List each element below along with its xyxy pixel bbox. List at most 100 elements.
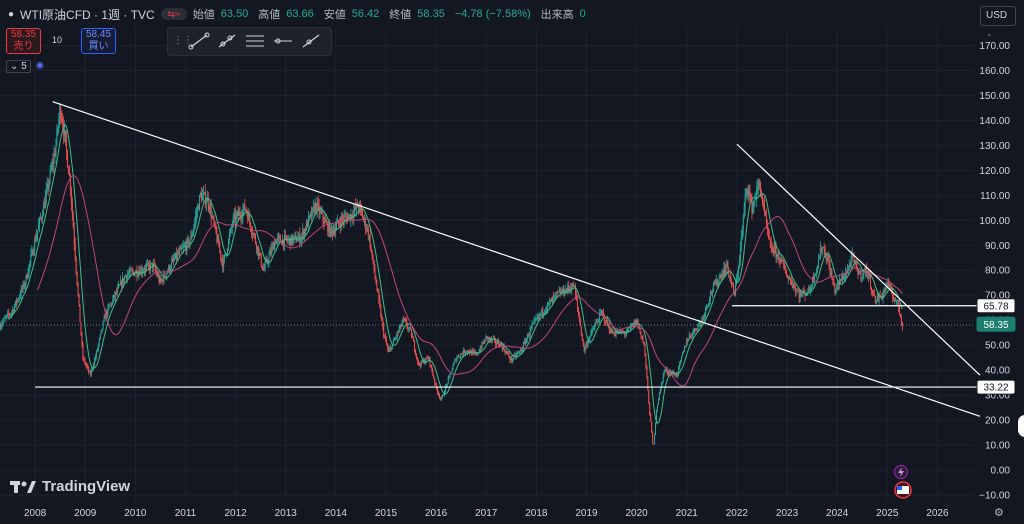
candle-body — [764, 211, 766, 215]
candle-body — [589, 336, 591, 341]
currency-selector[interactable]: USD ⌄ — [980, 6, 1016, 38]
candle-body — [16, 299, 18, 303]
candle-body — [784, 266, 786, 269]
buy-button[interactable]: 58.45 買い — [81, 28, 116, 54]
candle-body — [812, 277, 814, 287]
candle-body — [736, 274, 738, 278]
candle-body — [732, 283, 734, 285]
candle-body — [884, 289, 886, 291]
indicator-settings-icon[interactable]: ✺ — [35, 60, 45, 72]
candle-body — [290, 235, 292, 246]
candle-body — [136, 270, 138, 276]
candle-body — [525, 339, 527, 344]
candle-body — [193, 227, 195, 232]
candle-body — [187, 238, 189, 240]
low-label: 安値 — [323, 9, 346, 21]
candle-body — [823, 247, 825, 250]
event-markers[interactable] — [894, 465, 912, 499]
candle-body — [98, 338, 100, 345]
candle-body — [348, 214, 350, 217]
trend-line-tool-icon[interactable] — [188, 32, 210, 50]
candle-body — [789, 277, 791, 279]
candle-body — [24, 284, 26, 287]
trendlines-layer[interactable] — [35, 101, 981, 417]
candle-body — [314, 203, 316, 214]
candle-body — [709, 292, 711, 300]
candle-body — [681, 356, 683, 361]
sell-button[interactable]: 58.35 売り — [6, 28, 41, 54]
parallel-channel-tool-icon[interactable] — [244, 32, 266, 50]
close-label: 終値 — [389, 9, 412, 21]
candle-body — [474, 352, 476, 354]
candle-body — [221, 258, 223, 261]
symbol-title[interactable]: WTI原油CFD · 1週 · TVC — [20, 7, 155, 22]
candle-body — [213, 217, 215, 224]
candle-body — [704, 313, 706, 318]
price-axis[interactable]: 170.00 160.00 150.00 140.00 130.00 120.00 110.… — [979, 41, 1010, 502]
candle-body — [496, 341, 498, 344]
candle-body — [185, 245, 187, 251]
candle-body — [67, 166, 69, 174]
extended-line-tool-icon[interactable] — [300, 32, 322, 50]
candle-body — [801, 293, 803, 296]
side-panel-handle[interactable] — [1018, 415, 1024, 437]
candle-body — [510, 357, 512, 360]
candle-body — [667, 372, 669, 374]
candle-body — [489, 337, 491, 340]
candle-body — [830, 272, 832, 275]
candle-body — [223, 259, 225, 269]
candle-body — [379, 299, 381, 306]
x-tick-label: 2019 — [575, 508, 598, 519]
candle-body — [646, 367, 648, 377]
candle-body — [374, 269, 376, 277]
candle-body — [189, 241, 191, 246]
collapse-toggle-icon[interactable]: ⇆≈ — [160, 8, 187, 20]
candle-body — [230, 227, 232, 229]
candle-body — [200, 193, 202, 201]
candle-body — [492, 339, 494, 341]
candle-body — [837, 282, 839, 285]
candle-body — [729, 275, 731, 277]
price-label-box — [976, 298, 1016, 314]
volume-value: 0 — [579, 8, 586, 20]
candle-body — [279, 236, 281, 238]
candle-body — [666, 369, 668, 373]
candle-body — [449, 373, 451, 376]
candle-body — [774, 246, 776, 249]
candle-body — [857, 269, 859, 275]
candle-body — [455, 359, 457, 361]
candle-body — [628, 327, 630, 329]
settings-gear-icon[interactable]: ⚙ — [994, 507, 1004, 519]
candle-body — [170, 268, 172, 271]
candle-body — [235, 214, 237, 222]
candle-body — [428, 357, 430, 359]
candle-body — [421, 360, 423, 363]
candle-body — [625, 333, 627, 335]
time-axis[interactable]: 2008 2009 2010 2011 2012 2013 2014 2015 2016 2017… — [24, 508, 949, 519]
candle-body — [15, 300, 17, 303]
candle-body — [733, 284, 735, 292]
candle-body — [86, 364, 88, 367]
candle-body — [173, 258, 175, 260]
candle-body — [186, 239, 188, 251]
candle-body — [171, 261, 173, 269]
candle-body — [220, 250, 222, 259]
candle-body — [391, 343, 393, 350]
candle-body — [320, 210, 322, 213]
candle-body — [110, 303, 112, 306]
candle-body — [480, 348, 482, 350]
indicator-toggle[interactable]: ⌄ 5 — [6, 59, 31, 73]
candle-body — [538, 315, 540, 317]
candle-body — [851, 253, 853, 257]
candle-body — [302, 230, 304, 236]
quantity-value[interactable]: 10 — [52, 35, 63, 45]
horizontal-ray-tool-icon[interactable] — [272, 32, 294, 50]
ray-tool-icon[interactable] — [216, 32, 238, 50]
drag-handle-icon[interactable]: ⋮⋮ — [173, 35, 193, 46]
candle-body — [69, 175, 71, 191]
candle-body — [396, 332, 398, 337]
tradingview-logo[interactable]: TradingView — [10, 478, 130, 495]
candle-body — [517, 353, 519, 355]
candle-body — [876, 295, 878, 301]
